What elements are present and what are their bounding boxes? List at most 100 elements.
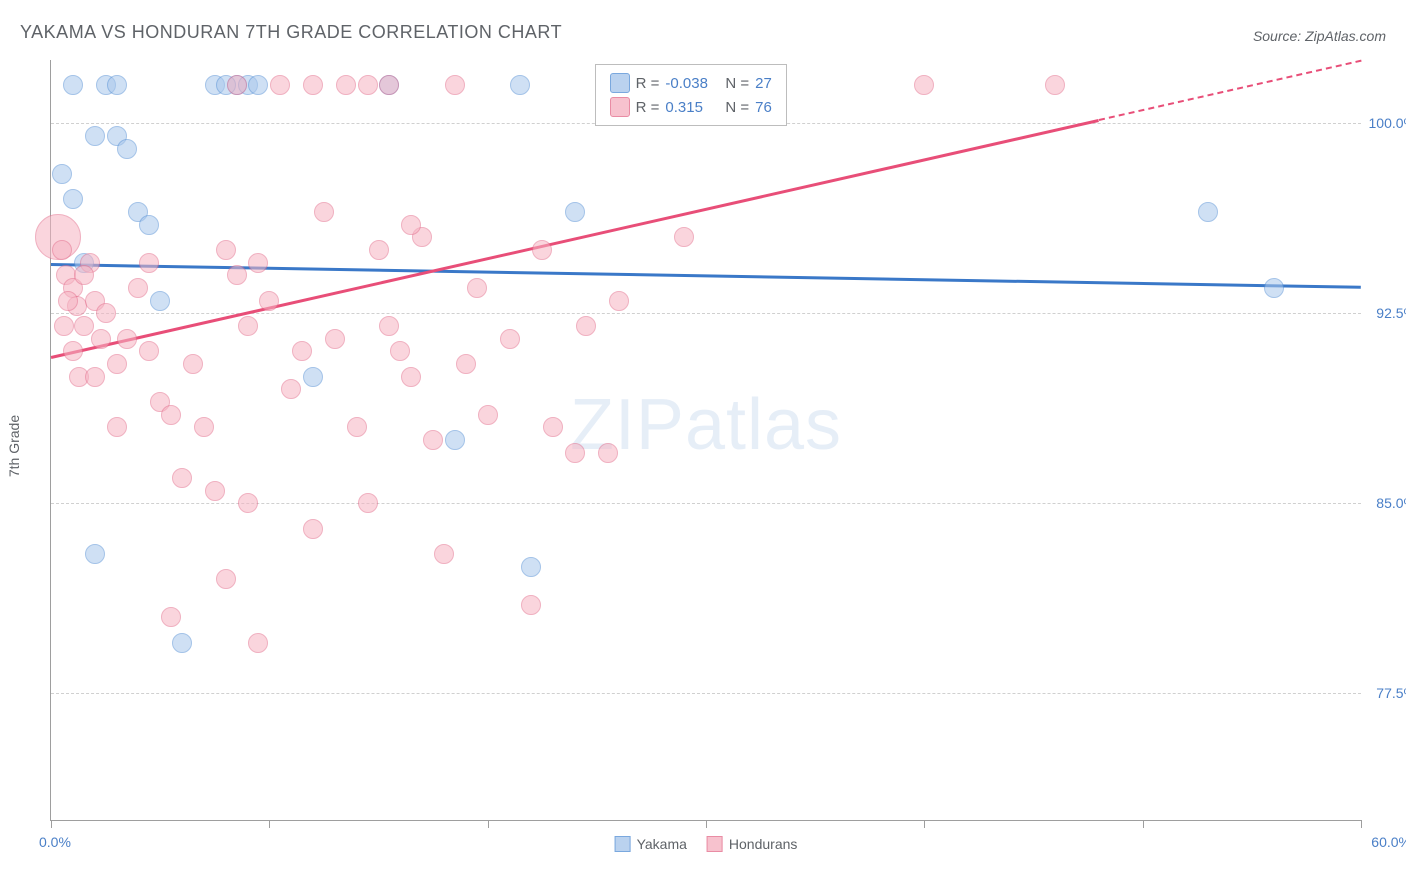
scatter-point <box>216 569 236 589</box>
scatter-point <box>565 202 585 222</box>
scatter-point <box>565 443 585 463</box>
scatter-point <box>205 481 225 501</box>
y-tick-label: 77.5% <box>1376 685 1406 701</box>
scatter-point <box>58 291 78 311</box>
x-tick <box>706 820 707 828</box>
scatter-point <box>314 202 334 222</box>
y-tick-label: 100.0% <box>1369 115 1406 131</box>
scatter-point <box>248 75 268 95</box>
scatter-point <box>85 544 105 564</box>
trend-line <box>1099 60 1361 121</box>
scatter-point <box>303 519 323 539</box>
legend-row: R = 0.315N =76 <box>610 95 772 119</box>
scatter-point <box>1198 202 1218 222</box>
scatter-point <box>510 75 530 95</box>
correlation-legend: R =-0.038N =27R = 0.315N =76 <box>595 64 787 126</box>
scatter-point <box>238 316 258 336</box>
scatter-point <box>1045 75 1065 95</box>
scatter-point <box>91 329 111 349</box>
y-tick-label: 92.5% <box>1376 305 1406 321</box>
scatter-point <box>543 417 563 437</box>
legend-r-value: -0.038 <box>665 75 719 92</box>
scatter-point <box>336 75 356 95</box>
scatter-point <box>85 126 105 146</box>
legend-n-value: 27 <box>755 75 772 92</box>
scatter-point <box>54 316 74 336</box>
legend-item: Hondurans <box>707 836 798 852</box>
x-tick <box>269 820 270 828</box>
scatter-point <box>521 595 541 615</box>
scatter-point <box>434 544 454 564</box>
scatter-point <box>390 341 410 361</box>
scatter-point <box>107 75 127 95</box>
scatter-point <box>74 316 94 336</box>
scatter-point <box>325 329 345 349</box>
legend-swatch <box>615 836 631 852</box>
scatter-point <box>194 417 214 437</box>
scatter-point <box>292 341 312 361</box>
scatter-point <box>467 278 487 298</box>
source-attribution: Source: ZipAtlas.com <box>1253 28 1386 44</box>
legend-swatch <box>707 836 723 852</box>
trend-line <box>51 119 1100 359</box>
plot-area: ZIPatlas 0.0% 60.0% 100.0%92.5%85.0%77.5… <box>50 60 1361 821</box>
legend-swatch <box>610 97 630 117</box>
y-tick-label: 85.0% <box>1376 495 1406 511</box>
x-tick <box>1143 820 1144 828</box>
legend-row: R =-0.038N =27 <box>610 71 772 95</box>
legend-label: Yakama <box>637 836 687 852</box>
x-tick <box>1361 820 1362 828</box>
legend-r-label: R = <box>636 99 660 116</box>
scatter-point <box>445 75 465 95</box>
scatter-point <box>401 367 421 387</box>
x-axis-max-label: 60.0% <box>1371 834 1406 850</box>
legend-swatch <box>610 73 630 93</box>
scatter-point <box>107 417 127 437</box>
scatter-point <box>150 291 170 311</box>
scatter-point <box>52 240 72 260</box>
scatter-point <box>347 417 367 437</box>
trend-line <box>51 263 1361 288</box>
scatter-point <box>161 405 181 425</box>
scatter-point <box>107 354 127 374</box>
scatter-point <box>117 139 137 159</box>
scatter-point <box>358 493 378 513</box>
x-tick <box>924 820 925 828</box>
scatter-point <box>63 189 83 209</box>
scatter-point <box>63 75 83 95</box>
gridline <box>51 693 1361 694</box>
correlation-chart: YAKAMA VS HONDURAN 7TH GRADE CORRELATION… <box>0 0 1406 892</box>
legend-r-value: 0.315 <box>665 99 719 116</box>
scatter-point <box>248 253 268 273</box>
scatter-point <box>1264 278 1284 298</box>
scatter-point <box>248 633 268 653</box>
scatter-point <box>521 557 541 577</box>
scatter-point <box>478 405 498 425</box>
scatter-point <box>139 215 159 235</box>
scatter-point <box>914 75 934 95</box>
scatter-point <box>117 329 137 349</box>
scatter-point <box>227 75 247 95</box>
scatter-point <box>216 240 236 260</box>
legend-r-label: R = <box>636 75 660 92</box>
scatter-point <box>500 329 520 349</box>
scatter-point <box>303 367 323 387</box>
scatter-point <box>161 607 181 627</box>
scatter-point <box>227 265 247 285</box>
scatter-point <box>238 493 258 513</box>
legend-n-label: N = <box>725 99 749 116</box>
scatter-point <box>423 430 443 450</box>
scatter-point <box>281 379 301 399</box>
scatter-point <box>96 303 116 323</box>
series-legend: Yakama Hondurans <box>615 836 798 852</box>
x-tick <box>51 820 52 828</box>
scatter-point <box>74 265 94 285</box>
scatter-point <box>172 468 192 488</box>
scatter-point <box>379 316 399 336</box>
scatter-point <box>456 354 476 374</box>
chart-title: YAKAMA VS HONDURAN 7TH GRADE CORRELATION… <box>20 22 562 43</box>
scatter-point <box>139 341 159 361</box>
scatter-point <box>358 75 378 95</box>
scatter-point <box>139 253 159 273</box>
scatter-point <box>445 430 465 450</box>
